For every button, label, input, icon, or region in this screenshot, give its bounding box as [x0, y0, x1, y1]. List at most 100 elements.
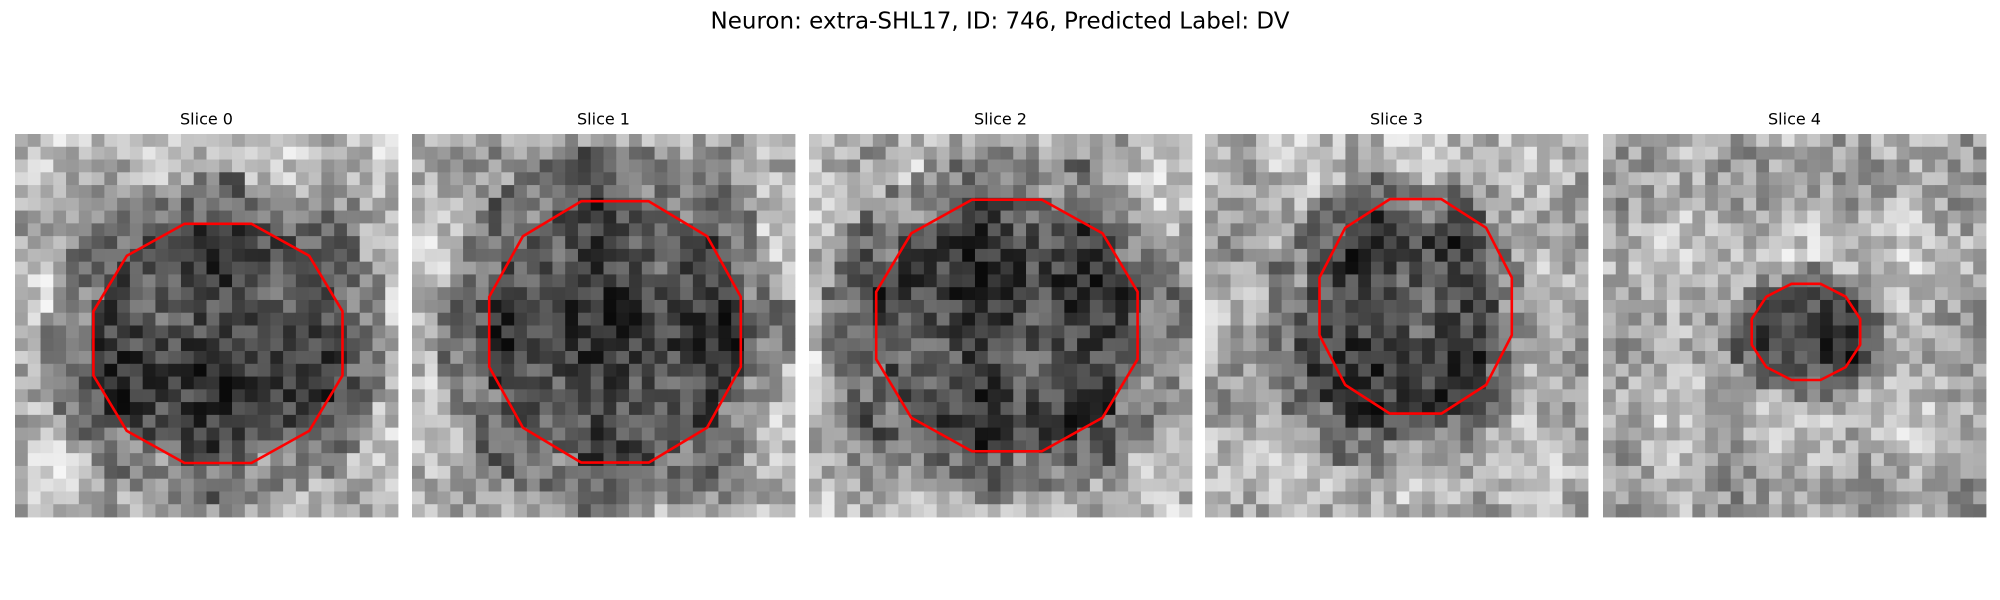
- pixel: [629, 414, 643, 429]
- pixel: [1730, 159, 1744, 173]
- pixel: [1077, 440, 1091, 454]
- pixel: [756, 376, 770, 390]
- pixel: [1628, 236, 1642, 250]
- pixel: [1166, 159, 1180, 173]
- pixel: [244, 376, 258, 390]
- pixel: [809, 287, 823, 301]
- pixel: [270, 197, 284, 211]
- pixel: [27, 134, 41, 148]
- pixel: [104, 363, 118, 377]
- pixel: [1934, 338, 1949, 352]
- pixel: [334, 389, 348, 403]
- pixel: [1973, 134, 1987, 148]
- pixel: [283, 491, 297, 505]
- pixel: [834, 146, 848, 160]
- pixel: [974, 325, 989, 339]
- pixel: [1485, 172, 1500, 186]
- pixel: [308, 185, 322, 199]
- pixel: [1013, 427, 1027, 441]
- pixel: [1883, 146, 1898, 160]
- pixel: [1140, 440, 1155, 454]
- pixel: [321, 299, 335, 314]
- pixel: [1896, 414, 1910, 429]
- pixel: [692, 504, 707, 518]
- pixel: [1153, 248, 1167, 263]
- pixel: [1794, 363, 1808, 377]
- pixel: [412, 440, 426, 454]
- pixel: [372, 312, 386, 326]
- pixel: [1345, 414, 1359, 429]
- pixel: [1832, 427, 1846, 441]
- pixel: [1281, 223, 1295, 237]
- slice-image: [1205, 134, 1589, 518]
- pixel: [756, 351, 770, 365]
- pixel: [1140, 453, 1155, 467]
- pixel: [1013, 223, 1027, 237]
- pixel: [974, 261, 989, 275]
- pixel: [514, 197, 528, 211]
- pixel: [104, 248, 118, 263]
- pixel: [1922, 325, 1936, 339]
- pixel: [1947, 389, 1961, 403]
- pixel: [40, 453, 54, 467]
- pixel: [1256, 427, 1270, 441]
- pixel: [232, 159, 246, 173]
- pixel: [1434, 210, 1448, 224]
- pixel: [1871, 414, 1885, 429]
- pixel: [1820, 172, 1834, 186]
- pixel: [372, 185, 386, 199]
- pixel: [193, 159, 207, 173]
- pixel: [629, 504, 643, 518]
- pixel: [1960, 402, 1974, 416]
- pixel: [40, 261, 54, 275]
- pixel: [104, 197, 118, 211]
- pixel: [769, 351, 783, 365]
- pixel: [257, 427, 271, 441]
- pixel: [1077, 274, 1091, 288]
- pixel: [78, 197, 92, 211]
- pixel: [769, 440, 783, 454]
- pixel: [1883, 465, 1898, 480]
- pixel: [898, 261, 912, 275]
- pixel: [1140, 478, 1155, 492]
- pixel: [1717, 453, 1732, 467]
- pixel: [821, 172, 835, 186]
- pixel: [1883, 491, 1898, 505]
- pixel: [1615, 504, 1629, 518]
- pixel: [1256, 134, 1270, 148]
- pixel: [1383, 453, 1397, 467]
- pixel: [283, 287, 297, 301]
- pixel: [1358, 261, 1372, 275]
- pixel: [1909, 351, 1923, 365]
- pixel: [475, 299, 489, 314]
- pixel: [1679, 414, 1693, 429]
- pixel: [1383, 363, 1397, 377]
- pixel: [1858, 261, 1872, 275]
- pixel: [1026, 363, 1040, 377]
- pixel: [1396, 491, 1410, 505]
- pixel: [1768, 376, 1783, 390]
- pixel: [1409, 197, 1423, 211]
- pixel: [257, 312, 271, 326]
- pixel: [372, 440, 386, 454]
- pixel: [629, 185, 643, 199]
- pixel: [552, 504, 566, 518]
- pixel: [1370, 363, 1385, 377]
- pixel: [1140, 312, 1155, 326]
- pixel: [1422, 248, 1436, 263]
- pixel: [1217, 185, 1231, 199]
- pixel: [526, 299, 541, 314]
- pixel: [1820, 453, 1834, 467]
- pixel: [1434, 491, 1448, 505]
- pixel: [590, 197, 604, 211]
- pixel: [66, 478, 80, 492]
- pixel: [1485, 312, 1500, 326]
- pixel: [552, 274, 566, 288]
- pixel: [488, 146, 502, 160]
- pixel: [1549, 223, 1563, 237]
- pixel: [1447, 440, 1461, 454]
- pixel: [1319, 274, 1334, 288]
- pixel: [104, 159, 118, 173]
- pixel: [1102, 325, 1116, 339]
- pixel: [692, 248, 707, 263]
